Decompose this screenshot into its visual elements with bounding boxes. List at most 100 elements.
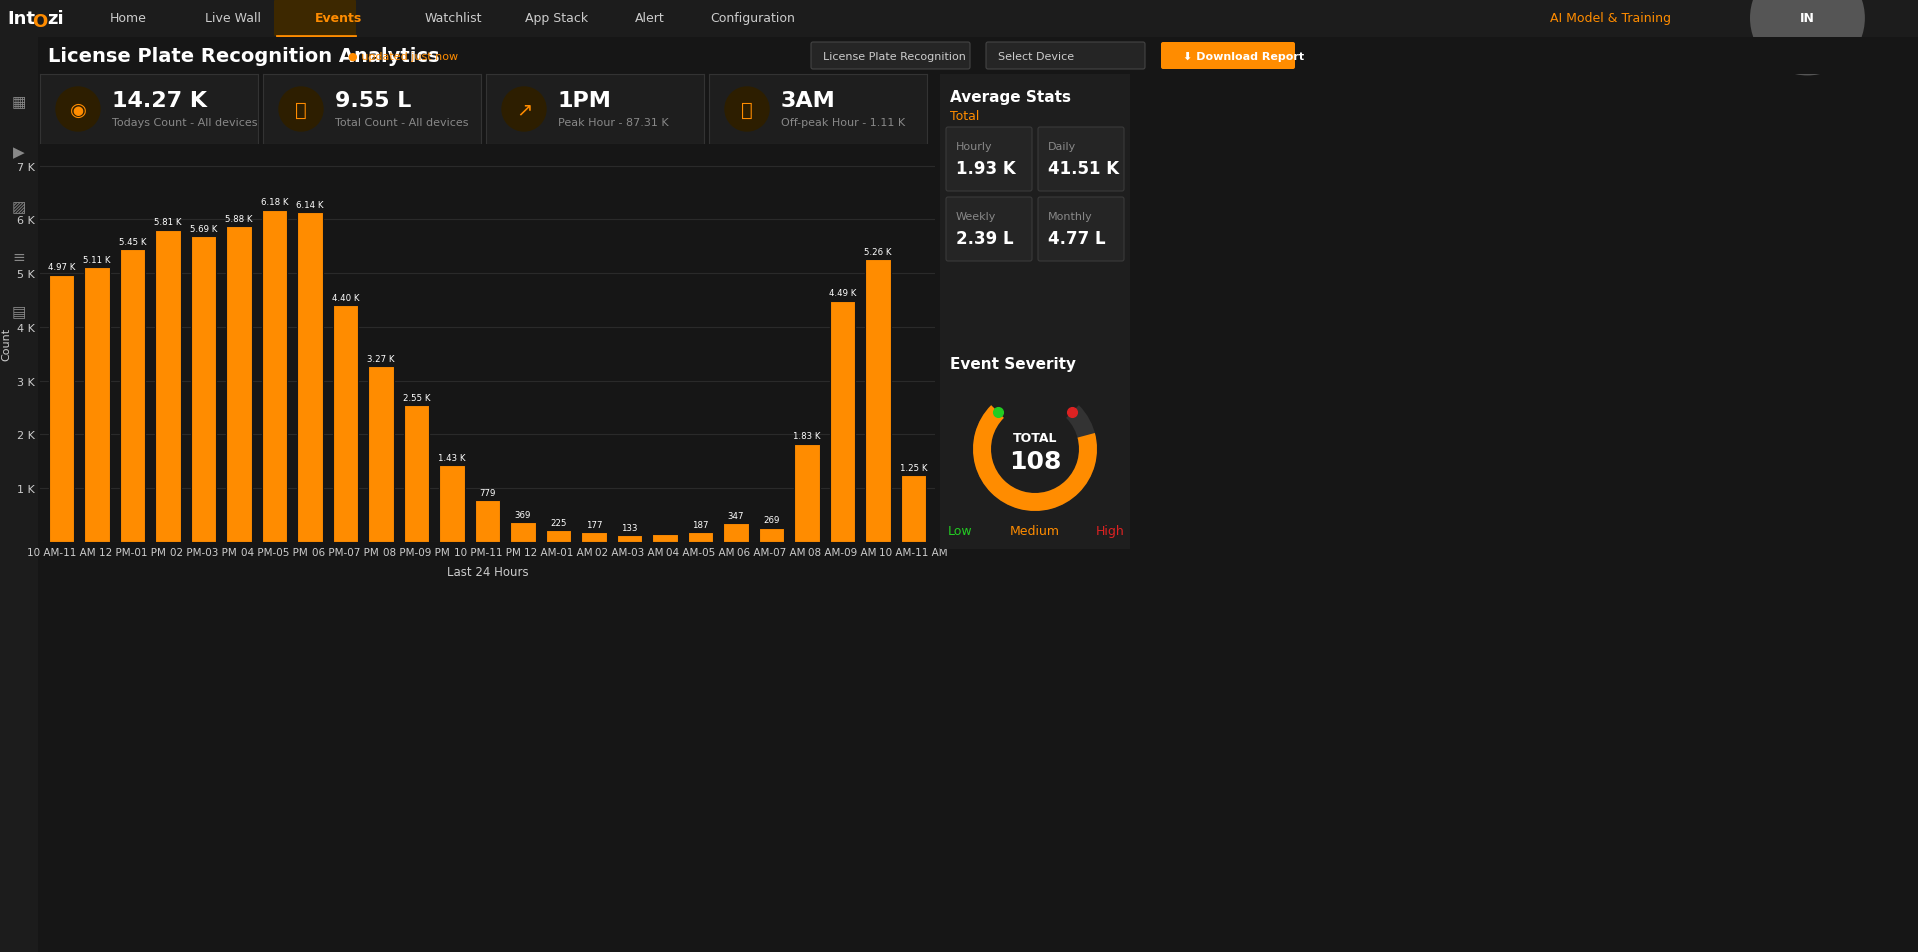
Bar xyxy=(618,535,643,543)
Text: Weekly: Weekly xyxy=(955,211,995,222)
Text: 5.69 K: 5.69 K xyxy=(190,225,217,233)
Bar xyxy=(901,475,926,543)
Text: 4.97 K: 4.97 K xyxy=(48,263,75,272)
Text: TOTAL: TOTAL xyxy=(1013,431,1057,444)
Bar xyxy=(830,301,855,543)
Text: Int: Int xyxy=(8,10,35,28)
Text: 5.26 K: 5.26 K xyxy=(865,248,892,257)
Text: 6.14 K: 6.14 K xyxy=(295,200,324,209)
Text: 🚗: 🚗 xyxy=(295,100,307,119)
Text: ▤: ▤ xyxy=(12,306,27,320)
Bar xyxy=(190,237,217,543)
Text: 〜: 〜 xyxy=(740,100,754,119)
Text: 5.88 K: 5.88 K xyxy=(224,214,253,224)
Bar xyxy=(510,523,535,543)
Text: License Plate Recognition: License Plate Recognition xyxy=(823,52,967,62)
Text: Monthly: Monthly xyxy=(1047,211,1093,222)
Text: 108: 108 xyxy=(1009,449,1061,473)
Bar xyxy=(155,230,180,543)
Bar xyxy=(226,227,251,543)
Text: 41.51 K: 41.51 K xyxy=(1047,160,1118,178)
Bar xyxy=(261,210,288,543)
Text: 4.40 K: 4.40 K xyxy=(332,294,359,303)
Text: AI Model & Training: AI Model & Training xyxy=(1550,12,1671,26)
Text: ⬇ Download Report: ⬇ Download Report xyxy=(1183,52,1304,62)
Text: 779: 779 xyxy=(480,488,495,497)
Bar xyxy=(581,533,606,543)
Text: ◉: ◉ xyxy=(69,100,86,119)
Bar xyxy=(119,249,146,543)
Text: 1PM: 1PM xyxy=(558,90,612,110)
Text: 1.25 K: 1.25 K xyxy=(900,463,928,472)
Bar xyxy=(689,532,713,543)
Text: Total: Total xyxy=(949,109,980,123)
Bar xyxy=(652,534,677,543)
X-axis label: Last 24 Hours: Last 24 Hours xyxy=(447,565,527,579)
Text: Select Device: Select Device xyxy=(997,52,1074,62)
Bar xyxy=(84,268,109,543)
Text: 1.43 K: 1.43 K xyxy=(437,453,466,463)
Text: 2.55 K: 2.55 K xyxy=(403,393,430,402)
Text: 4.49 K: 4.49 K xyxy=(829,289,855,298)
FancyBboxPatch shape xyxy=(986,43,1145,69)
Text: 225: 225 xyxy=(550,518,568,527)
Text: 3AM: 3AM xyxy=(781,90,836,110)
Bar xyxy=(476,501,501,543)
Bar xyxy=(865,260,892,543)
Text: Hourly: Hourly xyxy=(955,142,994,151)
Text: ≡: ≡ xyxy=(13,250,25,266)
Text: 3.27 K: 3.27 K xyxy=(366,354,395,364)
Text: Medium: Medium xyxy=(1011,525,1061,538)
Text: 5.81 K: 5.81 K xyxy=(153,218,182,227)
Text: 133: 133 xyxy=(621,523,639,532)
Wedge shape xyxy=(972,406,1097,511)
Bar xyxy=(547,530,572,543)
Text: Live Wall: Live Wall xyxy=(205,12,261,26)
Text: 1.83 K: 1.83 K xyxy=(794,432,821,441)
Text: 369: 369 xyxy=(514,510,531,520)
Text: 177: 177 xyxy=(585,521,602,529)
FancyBboxPatch shape xyxy=(1160,43,1295,69)
FancyBboxPatch shape xyxy=(946,198,1032,262)
Text: Off-peak Hour - 1.11 K: Off-peak Hour - 1.11 K xyxy=(781,118,905,128)
Bar xyxy=(48,275,75,543)
Circle shape xyxy=(278,88,322,132)
Text: ↗: ↗ xyxy=(516,100,531,119)
Text: Todays Count - All devices: Todays Count - All devices xyxy=(111,118,257,128)
Wedge shape xyxy=(972,406,1097,511)
Bar xyxy=(297,212,322,543)
Text: Peak Hour - 87.31 K: Peak Hour - 87.31 K xyxy=(558,118,669,128)
Text: License Plate Recognition Analytics: License Plate Recognition Analytics xyxy=(48,48,439,67)
Text: 347: 347 xyxy=(727,511,744,521)
Text: 5.11 K: 5.11 K xyxy=(82,256,111,265)
Text: 2.39 L: 2.39 L xyxy=(955,229,1013,248)
Text: Events: Events xyxy=(315,12,363,26)
Text: IN: IN xyxy=(1799,12,1814,26)
Circle shape xyxy=(503,88,547,132)
FancyBboxPatch shape xyxy=(274,1,357,37)
Text: ▨: ▨ xyxy=(12,200,27,215)
Text: Average Stats: Average Stats xyxy=(949,89,1070,105)
Text: App Stack: App Stack xyxy=(526,12,589,26)
Bar xyxy=(332,306,359,543)
Text: ▶: ▶ xyxy=(13,146,25,160)
Text: 5.45 K: 5.45 K xyxy=(119,237,146,247)
FancyBboxPatch shape xyxy=(1038,128,1124,191)
Bar xyxy=(723,524,748,543)
Text: Total Count - All devices: Total Count - All devices xyxy=(336,118,468,128)
Text: 14.27 K: 14.27 K xyxy=(111,90,207,110)
Text: zi: zi xyxy=(48,10,63,28)
Bar xyxy=(794,445,819,543)
Text: High: High xyxy=(1095,525,1124,538)
Bar xyxy=(403,406,430,543)
FancyBboxPatch shape xyxy=(811,43,971,69)
FancyBboxPatch shape xyxy=(1038,198,1124,262)
Circle shape xyxy=(56,88,100,132)
Text: Configuration: Configuration xyxy=(710,12,794,26)
Text: Low: Low xyxy=(947,525,972,538)
Bar xyxy=(439,466,464,543)
Text: Watchlist: Watchlist xyxy=(426,12,483,26)
Text: ▦: ▦ xyxy=(12,95,27,110)
FancyBboxPatch shape xyxy=(946,128,1032,191)
Text: 9.55 L: 9.55 L xyxy=(336,90,410,110)
